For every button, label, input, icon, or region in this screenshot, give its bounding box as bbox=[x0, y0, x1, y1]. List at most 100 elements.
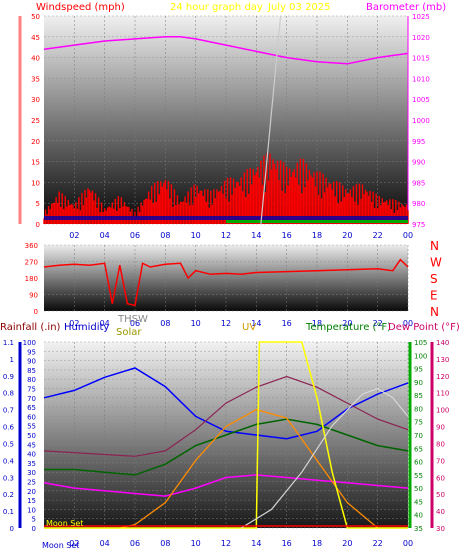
x-tick-label: 04 bbox=[100, 319, 110, 328]
y-tick-label: 30 bbox=[31, 96, 40, 104]
y-tick-label: 50 bbox=[31, 13, 40, 21]
y-tick-label: 100 bbox=[1, 82, 14, 90]
x-tick-label: 08 bbox=[160, 231, 170, 240]
y-tick-label: 90 bbox=[29, 292, 38, 300]
compass-label: N bbox=[430, 239, 439, 253]
y-tick-label: 10 bbox=[31, 179, 40, 187]
x-tick-label: 00 bbox=[403, 539, 413, 548]
x-tick-label: 20 bbox=[342, 319, 352, 328]
y-tick-label: 0 bbox=[10, 525, 14, 533]
dewpoint-label: Dew Point (°F) bbox=[388, 322, 459, 333]
y-tick-label: 0.5 bbox=[3, 440, 14, 448]
bottom-axes: 02 04 06 08 10 12 14 16 18 20 22 0000.10.20.30.40.5… bbox=[3, 339, 450, 548]
x-tick-label: 08 bbox=[160, 319, 170, 328]
y-tick-label: 80 bbox=[5, 110, 14, 118]
y-tick-label: 100 bbox=[23, 339, 36, 347]
y-tick-label: 140 bbox=[436, 339, 449, 347]
windspeed-label: Windspeed (mph) bbox=[36, 2, 125, 13]
y-tick-label: 5 bbox=[36, 200, 40, 208]
direction-series bbox=[43, 258, 409, 307]
y-tick-label: 15 bbox=[27, 497, 36, 505]
x-tick-label: 22 bbox=[373, 539, 383, 548]
y-tick-label: 50 bbox=[5, 152, 14, 160]
y-tick-label: 990 bbox=[412, 159, 425, 167]
y-tick-label: 0.4 bbox=[3, 457, 15, 465]
moon-set-label-top: Moon Set bbox=[46, 519, 83, 528]
y-tick-label: 130 bbox=[436, 356, 449, 364]
y-tick-label: 145 bbox=[1, 13, 14, 21]
y-tick-label: 975 bbox=[412, 221, 425, 229]
barometer-label: Barometer (mb) bbox=[366, 2, 446, 13]
y-tick-label: 0.1 bbox=[3, 508, 14, 516]
y-tick-label: 50 bbox=[27, 432, 36, 440]
x-tick-label: 08 bbox=[160, 539, 170, 548]
y-tick-label: 60 bbox=[414, 459, 423, 467]
y-tick-label: 15 bbox=[31, 159, 40, 167]
y-tick-label: 20 bbox=[31, 138, 40, 146]
solar-label: Solar bbox=[116, 327, 142, 338]
y-tick-label: 995 bbox=[412, 138, 425, 146]
x-tick-label: 10 bbox=[191, 539, 201, 548]
y-tick-label: 0 bbox=[32, 525, 36, 533]
uv-label: UV bbox=[242, 322, 256, 333]
x-tick-label: 20 bbox=[342, 231, 352, 240]
y-tick-label: 40 bbox=[414, 512, 423, 520]
y-tick-label: 100 bbox=[436, 407, 449, 415]
x-tick-label: 16 bbox=[282, 539, 292, 548]
moon-curve bbox=[240, 387, 409, 529]
y-tick-label: 60 bbox=[5, 138, 14, 146]
y-tick-label: 80 bbox=[27, 376, 36, 384]
x-tick-label: 06 bbox=[130, 319, 140, 328]
x-tick-label: 00 bbox=[403, 231, 413, 240]
y-tick-label: 25 bbox=[31, 117, 40, 125]
x-tick-label: 16 bbox=[282, 231, 292, 240]
y-tick-label: 120 bbox=[436, 373, 449, 381]
y-tick-label: 35 bbox=[414, 525, 423, 533]
y-tick-label: 180 bbox=[25, 275, 38, 283]
y-tick-label: 10 bbox=[27, 506, 36, 514]
moon-set-label-bottom: Moon Set bbox=[42, 541, 79, 550]
x-tick-label: 02 bbox=[69, 319, 79, 328]
x-tick-label: 14 bbox=[251, 319, 261, 328]
bottom-series bbox=[43, 341, 409, 529]
y-tick-label: 65 bbox=[414, 445, 423, 453]
y-tick-label: 30 bbox=[436, 525, 445, 533]
graph-title: 24 hour graph day bbox=[170, 2, 263, 13]
x-tick-label: 10 bbox=[191, 319, 201, 328]
y-tick-label: 270 bbox=[25, 259, 38, 267]
y-tick-label: 50 bbox=[436, 491, 445, 499]
rainfall-label: Rainfall (.in) bbox=[0, 322, 61, 333]
y-tick-label: 0.9 bbox=[3, 373, 14, 381]
y-tick-label: 25 bbox=[27, 479, 36, 487]
y-tick-label: 5 bbox=[32, 516, 36, 524]
y-tick-label: 980 bbox=[412, 200, 425, 208]
y-tick-label: 0 bbox=[36, 221, 40, 229]
y-tick-label: 65 bbox=[27, 404, 36, 412]
y-tick-label: 90 bbox=[436, 424, 445, 432]
top-axes: 02 04 06 08 10 12 14 16 18 20 22 000510152025303540… bbox=[1, 13, 430, 240]
compass-label: N bbox=[430, 305, 439, 319]
y-tick-label: 95 bbox=[414, 366, 423, 374]
wind-average-band bbox=[44, 216, 408, 220]
x-tick-label: 10 bbox=[191, 231, 201, 240]
y-tick-label: 80 bbox=[414, 405, 423, 413]
y-tick-label: 45 bbox=[31, 34, 40, 42]
x-tick-label: 00 bbox=[403, 319, 413, 328]
y-tick-label: 90 bbox=[27, 358, 36, 366]
x-tick-label: 12 bbox=[221, 539, 231, 548]
y-tick-label: 1025 bbox=[412, 13, 430, 21]
y-tick-label: 75 bbox=[27, 386, 36, 394]
y-tick-label: 45 bbox=[27, 441, 36, 449]
uv-line bbox=[44, 341, 408, 529]
y-tick-label: 30 bbox=[27, 469, 36, 477]
barometer-line bbox=[43, 36, 409, 65]
x-tick-label: 14 bbox=[251, 539, 261, 548]
y-tick-label: 80 bbox=[436, 440, 445, 448]
y-tick-label: 0 bbox=[10, 221, 14, 229]
y-tick-label: 35 bbox=[27, 460, 36, 468]
y-tick-label: 50 bbox=[414, 485, 423, 493]
y-tick-label: 55 bbox=[27, 423, 36, 431]
y-tick-label: 100 bbox=[414, 352, 427, 360]
